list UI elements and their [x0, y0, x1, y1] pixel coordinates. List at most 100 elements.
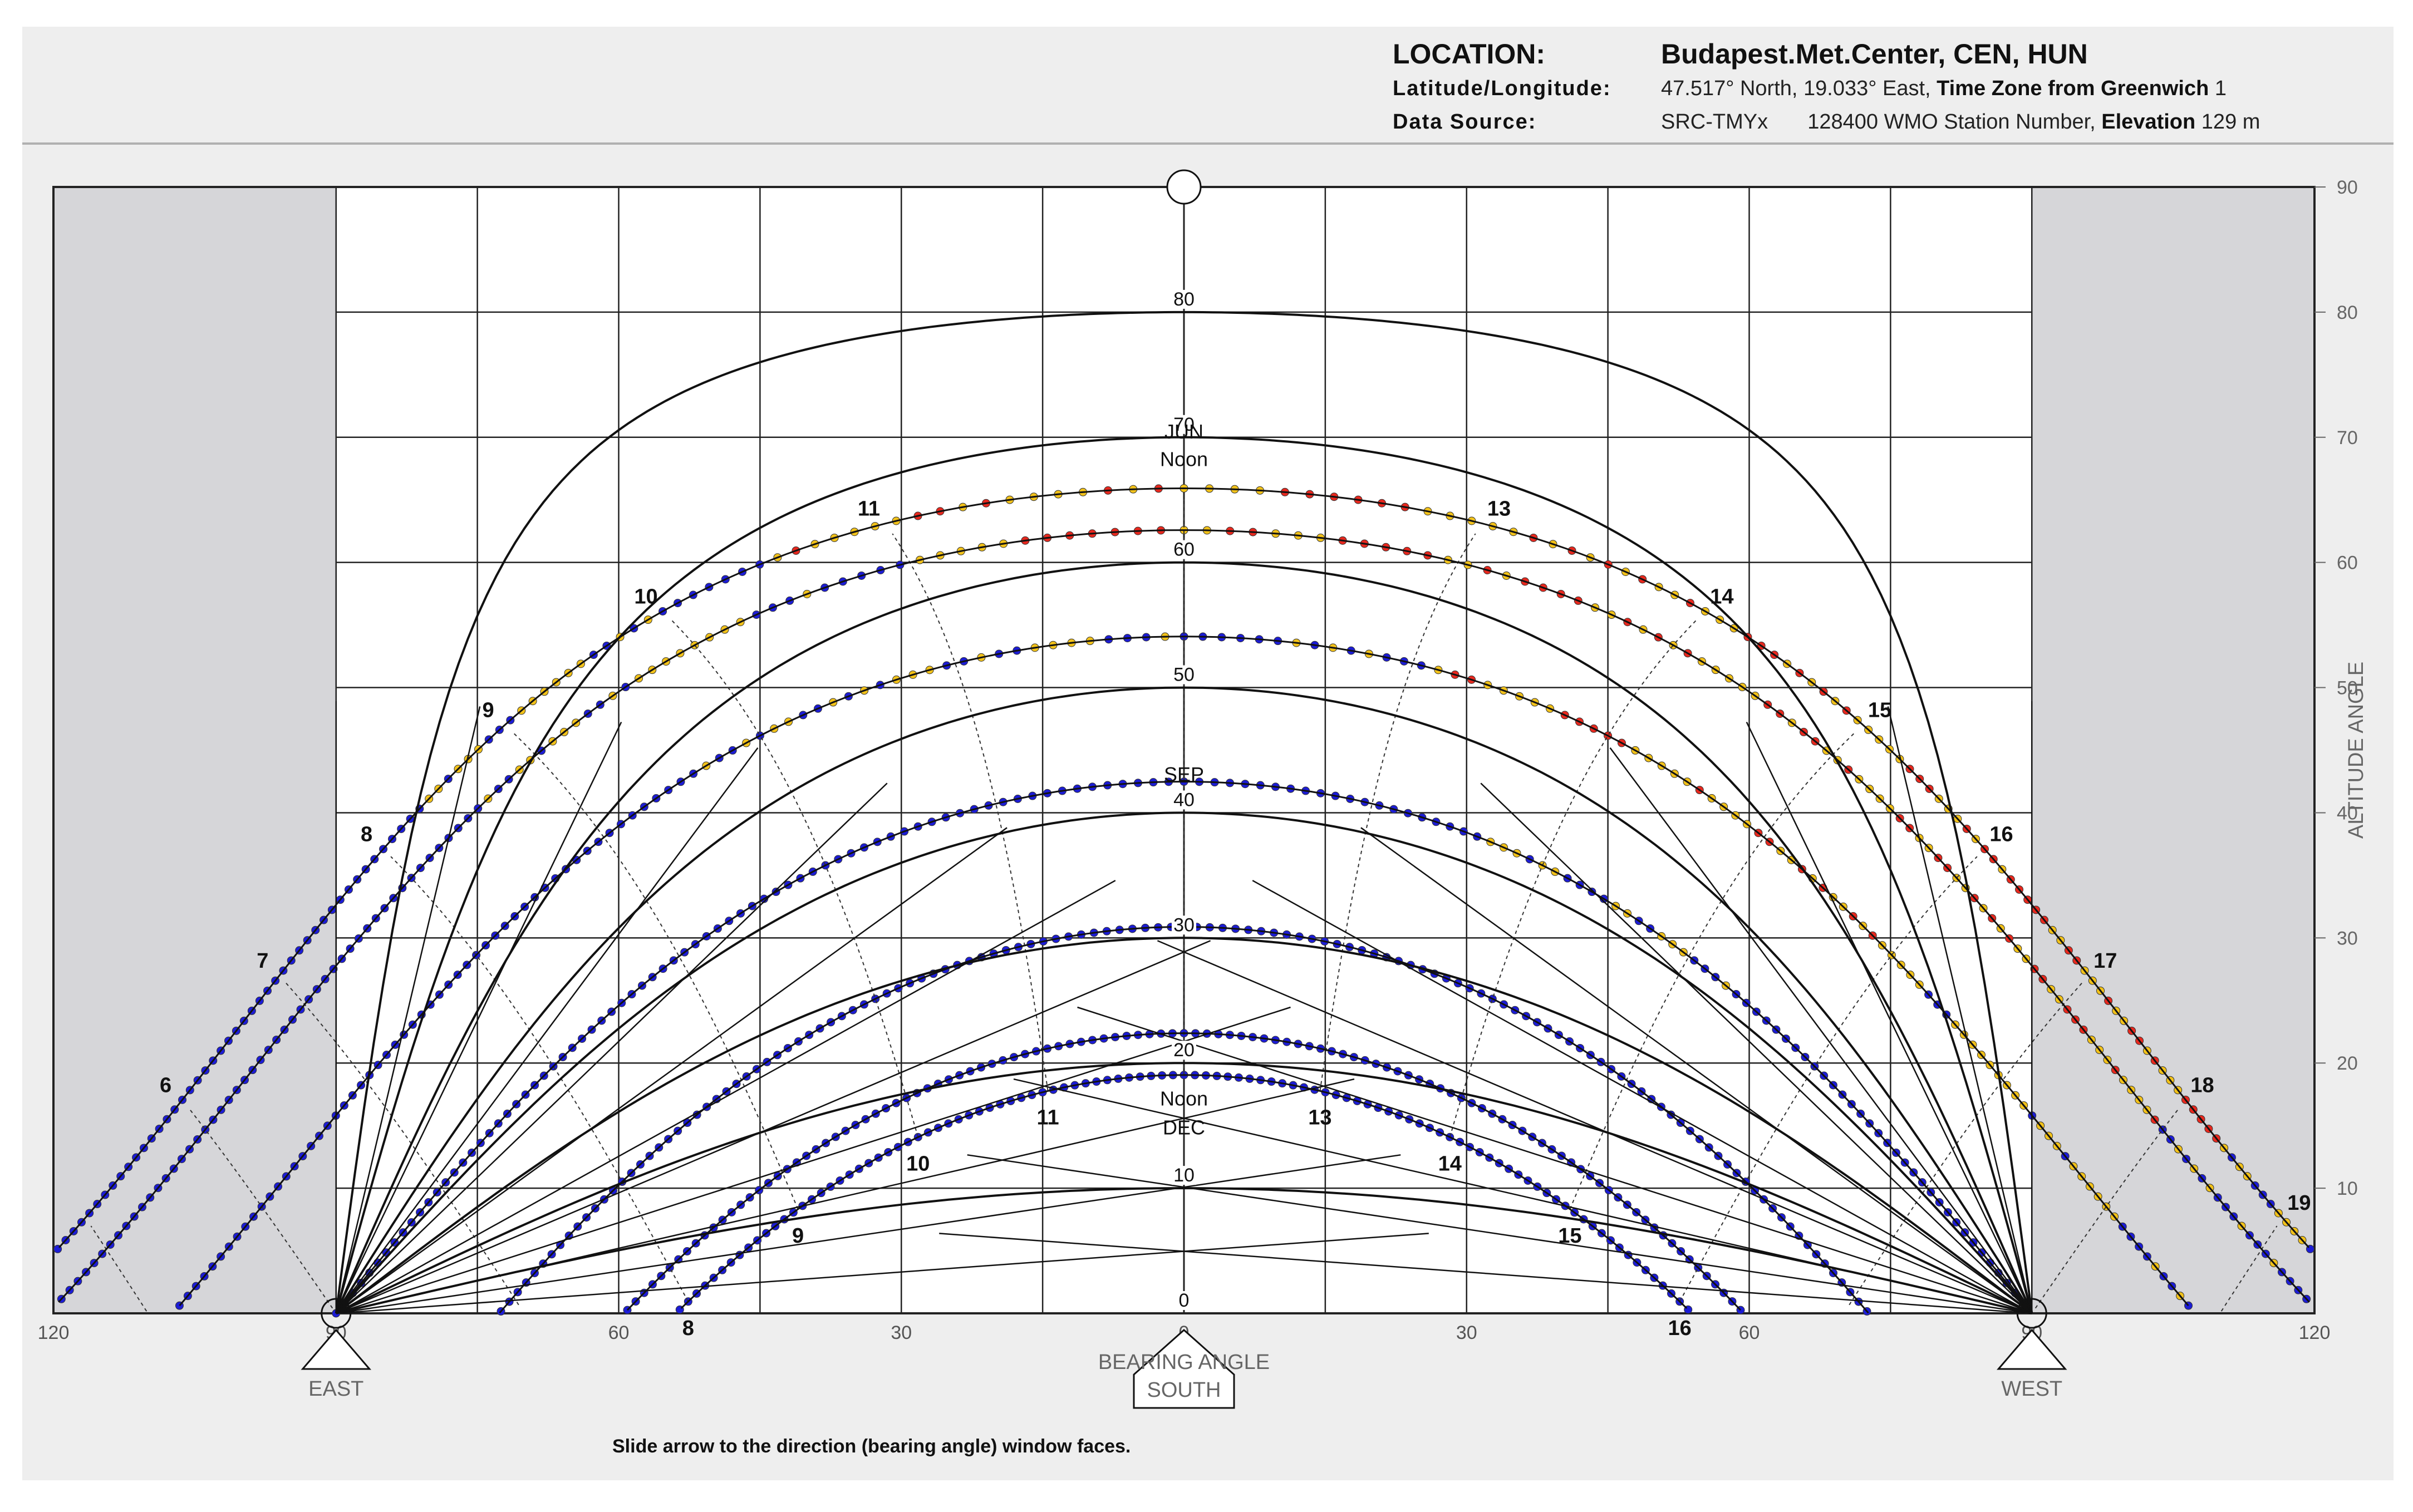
- sunpath-label-jun: JUN: [1164, 420, 1203, 443]
- y-tick-label: 80: [2337, 302, 2358, 323]
- inner-label-bg: [1172, 1041, 1196, 1060]
- timezone-value: 1: [2214, 77, 2227, 100]
- fan-line: [336, 1006, 1291, 1313]
- x-tick-label: 120: [38, 1322, 70, 1343]
- station-text: 128400 WMO Station Number,: [1807, 110, 2096, 134]
- hour-label-summer: 13: [1487, 498, 1511, 521]
- source-value: SRC-TMYx 128400 WMO Station Number, Elev…: [1661, 110, 2260, 134]
- x-tick-label: 30: [891, 1322, 912, 1343]
- hour-label-summer: 10: [634, 585, 657, 608]
- latlon-label: Latitude/Longitude:: [1393, 77, 1611, 100]
- x-tick-label: 60: [608, 1322, 630, 1343]
- fan-line: [335, 721, 622, 1313]
- day-path: [179, 636, 2189, 1307]
- fan-line: [1077, 1006, 2032, 1313]
- altitude-label: 70: [1173, 414, 1195, 435]
- x-tick-label: 120: [2299, 1322, 2331, 1343]
- hour-label-winter: 13: [1308, 1106, 1331, 1129]
- fan-line: [336, 880, 1116, 1313]
- fan-line: [1609, 747, 2033, 1313]
- hour-line: [1679, 856, 1978, 1302]
- fan-line: [336, 1233, 1429, 1313]
- profile-curve: [335, 561, 2033, 1314]
- fan-line: [1252, 880, 2032, 1313]
- altitude-label: 20: [1173, 1040, 1195, 1061]
- sunpath-noon-jun: Noon: [1160, 448, 1208, 471]
- hour-line: [513, 732, 799, 1210]
- hour-label-summer: 16: [1989, 823, 2013, 846]
- altitude-label: 80: [1173, 289, 1195, 310]
- zenith-marker: [1166, 169, 1202, 205]
- hour-label-summer: 9: [482, 699, 494, 722]
- hour-label-summer: 14: [1710, 585, 1733, 608]
- hour-line: [390, 856, 689, 1302]
- inner-label-bg: [1172, 415, 1196, 434]
- fan-line: [335, 706, 481, 1313]
- elevation-label: Elevation: [2101, 110, 2196, 134]
- sunpath-label-sep: SEP: [1164, 763, 1204, 786]
- altitude-label: 60: [1173, 539, 1195, 560]
- hour-label-summer: 7: [257, 949, 268, 973]
- west-label: WEST: [2001, 1377, 2062, 1401]
- hour-label-summer: 8: [361, 823, 372, 846]
- sunpath-noon-dec: Noon: [1160, 1087, 1208, 1110]
- east-circle: [321, 1298, 352, 1329]
- fan-line: [1887, 706, 2033, 1313]
- hour-label-summer: 6: [160, 1073, 171, 1097]
- hour-label-winter: 11: [1037, 1106, 1059, 1129]
- profile-curve: [335, 311, 2033, 1314]
- altitude-label: 10: [1173, 1165, 1195, 1186]
- fan-line: [336, 827, 1008, 1313]
- inner-label-bg: [1172, 540, 1196, 559]
- fan-line: [967, 1154, 2032, 1313]
- sunpath-label-dec: DEC: [1163, 1116, 1205, 1139]
- fan-line: [336, 1154, 1401, 1313]
- profile-curve: [335, 811, 2033, 1314]
- profile-curve: [335, 436, 2033, 1314]
- west-triangle-marker: [1996, 1328, 2067, 1370]
- east-label: EAST: [308, 1377, 363, 1401]
- source-label: Data Source:: [1393, 110, 1537, 134]
- profile-curve: [335, 1062, 2033, 1314]
- altitude-label: 50: [1173, 664, 1195, 686]
- shaded-region-1: [2032, 187, 2314, 1313]
- hour-label-summer: 19: [2287, 1191, 2311, 1215]
- bearing-slider-arrow[interactable]: [1133, 1328, 1235, 1409]
- inner-label-bg: [1172, 1166, 1196, 1185]
- altitude-label: 0: [1179, 1290, 1190, 1311]
- day-path: [335, 781, 2033, 1314]
- hour-label-winter: 10: [906, 1152, 930, 1175]
- inner-label-bg: [1172, 790, 1196, 810]
- chart-labels: 10 20 30 40 50 60 70 80 90 0 10 20 30 40 50 60 70 80 ALTIT…: [38, 177, 2368, 1343]
- source-text: SRC-TMYx: [1661, 110, 1768, 134]
- fan-line: [939, 1233, 2032, 1313]
- hour-label-winter: 15: [1558, 1224, 1581, 1248]
- hour-label-summer: 17: [2093, 949, 2117, 973]
- y-tick-label: 20: [2337, 1053, 2358, 1074]
- y-tick-label: 10: [2337, 1178, 2358, 1199]
- east-triangle-marker: [301, 1328, 372, 1370]
- x-axis-title: BEARING ANGLE: [1098, 1351, 1270, 1374]
- hour-label-winter: 14: [1438, 1152, 1462, 1175]
- day-path: [58, 487, 2310, 1248]
- fan-line: [1360, 827, 2032, 1313]
- altitude-label: 40: [1173, 789, 1195, 810]
- inner-label-bg: [1172, 289, 1196, 309]
- hour-line: [286, 983, 519, 1306]
- hour-label-summer: 18: [2190, 1073, 2214, 1097]
- inner-label-bg: [1172, 665, 1196, 684]
- elevation-value: 129 m: [2201, 110, 2260, 134]
- profile-curve: [335, 686, 2033, 1314]
- y-tick-label: 60: [2337, 553, 2358, 574]
- fan-line: [1480, 782, 2033, 1313]
- y-tick-label: 90: [2337, 177, 2358, 198]
- hour-label-summer: 11: [858, 498, 880, 521]
- profile-curve: [335, 937, 2033, 1314]
- west-circle: [2016, 1298, 2047, 1329]
- location-header: LOCATION: Budapest.Met.Center, CEN, HUN …: [22, 27, 2394, 145]
- fan-line: [335, 782, 888, 1313]
- hour-line: [892, 533, 1049, 1091]
- direction-markers: EAST WEST BEARING ANGLE SOUTH: [301, 169, 2067, 1409]
- day-path: [680, 1074, 1688, 1309]
